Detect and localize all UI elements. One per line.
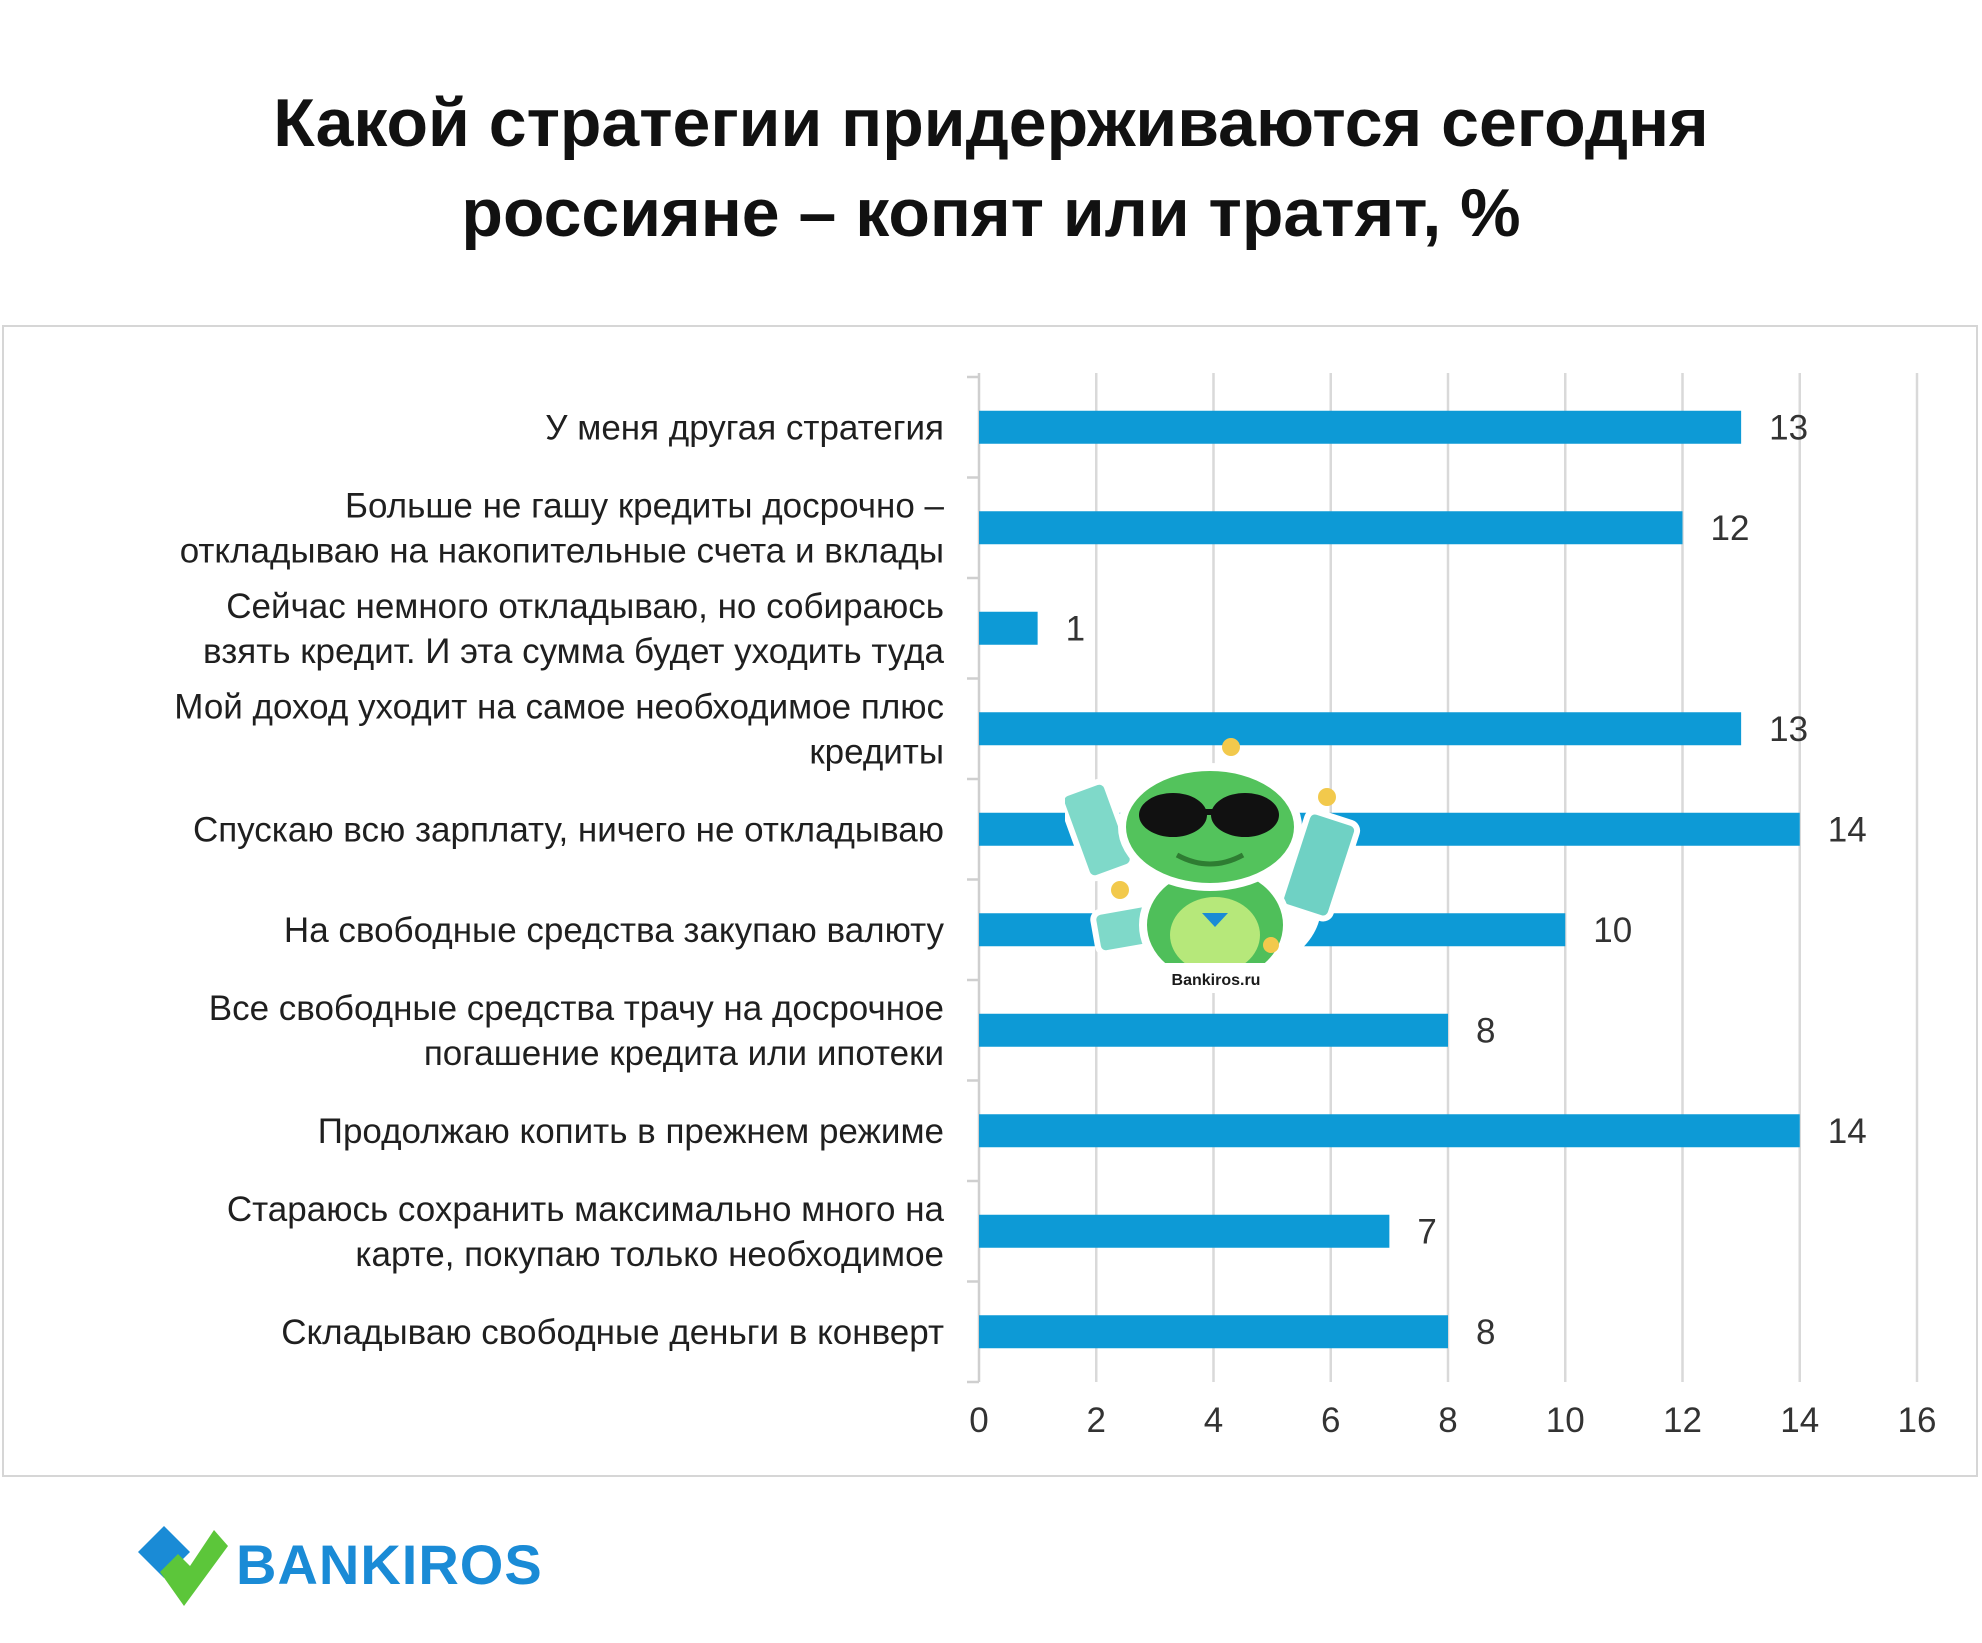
lizard-mascot-icon: Bankiros.ru bbox=[1065, 738, 1361, 993]
bar-6 bbox=[979, 1013, 1448, 1047]
category-label-0-line-0: У меня другая стратегия bbox=[545, 408, 944, 447]
brand-name: BANKIROS bbox=[236, 1533, 543, 1596]
category-label-2: Сейчас немного откладываю, но собираюсь в… bbox=[203, 587, 944, 671]
value-label-6: 8 bbox=[1476, 1011, 1495, 1050]
bankiros-logo: BANKIROS bbox=[138, 1510, 558, 1620]
value-label-7: 14 bbox=[1828, 1112, 1867, 1151]
category-label-3-line-1: кредиты bbox=[809, 732, 944, 771]
category-label-1-line-1: откладываю на накопительные счета и вкла… bbox=[180, 531, 944, 570]
bar-2 bbox=[979, 611, 1038, 645]
x-tick-label-6: 6 bbox=[1321, 1401, 1340, 1440]
category-label-8: Стараюсь сохранить максимально много на к… bbox=[227, 1190, 945, 1274]
category-label-4: Спускаю всю зарплату, ничего не откладыв… bbox=[193, 810, 944, 849]
bar-7 bbox=[979, 1114, 1800, 1148]
category-label-8-line-0: Стараюсь сохранить максимально много на bbox=[227, 1190, 945, 1229]
bar-3 bbox=[979, 712, 1742, 746]
bar-1 bbox=[979, 511, 1683, 545]
category-label-2-line-0: Сейчас немного откладываю, но собираюсь bbox=[226, 587, 944, 626]
chart-frame: 13 У меня другая стратегия 12 Больше не гаш… bbox=[2, 325, 1978, 1477]
chart-title: Какой стратегии придерживаются сегодня р… bbox=[0, 78, 1982, 258]
value-label-3: 13 bbox=[1769, 710, 1808, 749]
x-tick-label-4: 4 bbox=[1204, 1401, 1223, 1440]
bar-0 bbox=[979, 410, 1742, 444]
x-tick-label-14: 14 bbox=[1780, 1401, 1819, 1440]
category-label-1: Больше не гашу кредиты досрочно – отклады… bbox=[180, 486, 945, 570]
bar-8 bbox=[979, 1214, 1390, 1248]
value-label-0: 13 bbox=[1769, 408, 1808, 447]
category-label-0: У меня другая стратегия bbox=[545, 408, 944, 447]
category-label-7-line-0: Продолжаю копить в прежнем режиме bbox=[318, 1112, 944, 1151]
category-label-4-line-0: Спускаю всю зарплату, ничего не откладыв… bbox=[193, 810, 944, 849]
value-label-5: 10 bbox=[1593, 911, 1632, 950]
x-tick-label-12: 12 bbox=[1663, 1401, 1702, 1440]
mascot-caption: Bankiros.ru bbox=[1172, 972, 1261, 989]
category-label-2-line-1: взять кредит. И эта сумма будет уходить … bbox=[203, 632, 944, 671]
category-label-6: Все свободные средства трачу на досрочно… bbox=[209, 989, 944, 1073]
checkmark-logo-icon bbox=[138, 1526, 228, 1606]
bar-9 bbox=[979, 1315, 1448, 1349]
value-label-8: 7 bbox=[1417, 1212, 1436, 1251]
category-label-9-line-0: Складываю свободные деньги в конверт bbox=[281, 1313, 944, 1352]
x-tick-label-2: 2 bbox=[1087, 1401, 1106, 1440]
x-tick-label-16: 16 bbox=[1898, 1401, 1937, 1440]
category-label-7: Продолжаю копить в прежнем режиме bbox=[318, 1112, 944, 1151]
category-label-6-line-1: погашение кредита или ипотеки bbox=[424, 1034, 944, 1073]
category-label-5: На свободные средства закупаю валюту bbox=[284, 911, 945, 950]
value-label-2: 1 bbox=[1066, 609, 1085, 648]
value-label-9: 8 bbox=[1476, 1313, 1495, 1352]
x-tick-label-0: 0 bbox=[969, 1401, 988, 1440]
value-label-1: 12 bbox=[1711, 509, 1750, 548]
value-label-4: 14 bbox=[1828, 810, 1867, 849]
chart-title-line-1: Какой стратегии придерживаются сегодня bbox=[273, 85, 1709, 161]
category-label-8-line-1: карте, покупаю только необходимое bbox=[355, 1235, 944, 1274]
category-label-6-line-0: Все свободные средства трачу на досрочно… bbox=[209, 989, 944, 1028]
x-tick-label-8: 8 bbox=[1438, 1401, 1457, 1440]
category-label-3: Мой доход уходит на самое необходимое пл… bbox=[174, 687, 944, 771]
category-label-9: Складываю свободные деньги в конверт bbox=[281, 1313, 944, 1352]
x-tick-label-10: 10 bbox=[1546, 1401, 1585, 1440]
category-label-5-line-0: На свободные средства закупаю валюту bbox=[284, 911, 945, 950]
category-label-3-line-0: Мой доход уходит на самое необходимое пл… bbox=[174, 687, 944, 726]
chart-title-line-2: россияне – копят или тратят, % bbox=[461, 175, 1521, 251]
category-label-1-line-0: Больше не гашу кредиты досрочно – bbox=[345, 486, 945, 525]
